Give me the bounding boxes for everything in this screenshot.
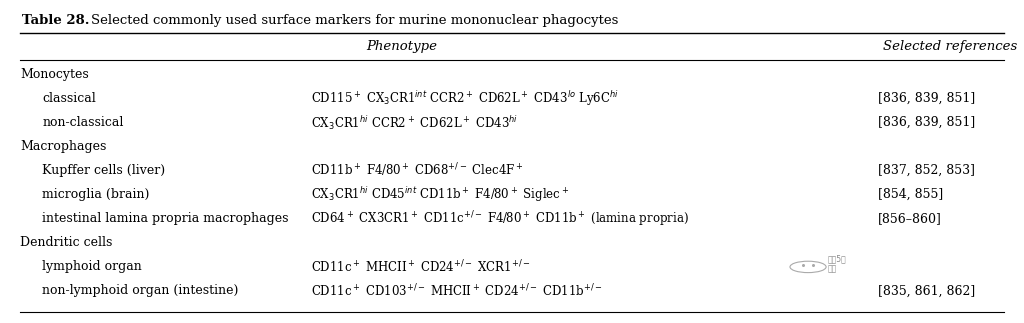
Text: [835, 861, 862]: [835, 861, 862]: [879, 285, 976, 297]
Text: CD11b$^+$ F4/80$^+$ CD68$^{+/-}$ Clec4F$^+$: CD11b$^+$ F4/80$^+$ CD68$^{+/-}$ Clec4F$…: [311, 162, 523, 180]
Text: Table 28.: Table 28.: [23, 14, 90, 27]
Text: Phenotype: Phenotype: [367, 40, 437, 53]
Text: CD11c$^+$ CD103$^{+/-}$ MHCII$^+$ CD24$^{+/-}$ CD11b$^{+/-}$: CD11c$^+$ CD103$^{+/-}$ MHCII$^+$ CD24$^…: [311, 283, 603, 299]
Text: CX$_3$CR1$^{hi}$ CD45$^{int}$ CD11b$^+$ F4/80$^+$ Siglec$^+$: CX$_3$CR1$^{hi}$ CD45$^{int}$ CD11b$^+$ …: [311, 185, 569, 204]
Text: CD64$^+$ CX3CR1$^+$ CD11c$^{+/-}$ F4/80$^+$ CD11b$^+$ (lamina propria): CD64$^+$ CX3CR1$^+$ CD11c$^{+/-}$ F4/80$…: [311, 209, 689, 229]
Text: [837, 852, 853]: [837, 852, 853]: [879, 164, 975, 177]
Text: Selected references: Selected references: [884, 40, 1018, 53]
Text: intestinal lamina propria macrophages: intestinal lamina propria macrophages: [42, 212, 289, 225]
Text: [854, 855]: [854, 855]: [879, 188, 943, 201]
Text: microglia (brain): microglia (brain): [42, 188, 150, 201]
Text: [836, 839, 851]: [836, 839, 851]: [879, 92, 976, 105]
Text: Monocytes: Monocytes: [20, 68, 89, 81]
Text: Selected commonly used surface markers for murine mononuclear phagocytes: Selected commonly used surface markers f…: [90, 14, 617, 27]
Text: CX$_3$CR1$^{hi}$ CCR2$^+$ CD62L$^+$ CD43$^{hi}$: CX$_3$CR1$^{hi}$ CCR2$^+$ CD62L$^+$ CD43…: [311, 114, 518, 131]
Text: CD115$^+$ CX$_3$CR1$^{int}$ CCR2$^+$ CD62L$^+$ CD43$^{lo}$ Ly6C$^{hi}$: CD115$^+$ CX$_3$CR1$^{int}$ CCR2$^+$ CD6…: [311, 89, 620, 108]
Text: CD11c$^+$ MHCII$^+$ CD24$^{+/-}$ XCR1$^{+/-}$: CD11c$^+$ MHCII$^+$ CD24$^{+/-}$ XCR1$^{…: [311, 259, 530, 275]
Text: 统计5中
文网: 统计5中 文网: [828, 254, 847, 274]
Text: Dendritic cells: Dendritic cells: [20, 236, 113, 249]
Text: Kupffer cells (liver): Kupffer cells (liver): [42, 164, 166, 177]
Text: lymphoid organ: lymphoid organ: [42, 260, 142, 273]
Text: Macrophages: Macrophages: [20, 140, 106, 153]
Text: [836, 839, 851]: [836, 839, 851]: [879, 116, 976, 129]
Text: [856–860]: [856–860]: [879, 212, 942, 225]
Text: classical: classical: [42, 92, 96, 105]
Text: non-classical: non-classical: [42, 116, 124, 129]
Text: non-lymphoid organ (intestine): non-lymphoid organ (intestine): [42, 285, 239, 297]
